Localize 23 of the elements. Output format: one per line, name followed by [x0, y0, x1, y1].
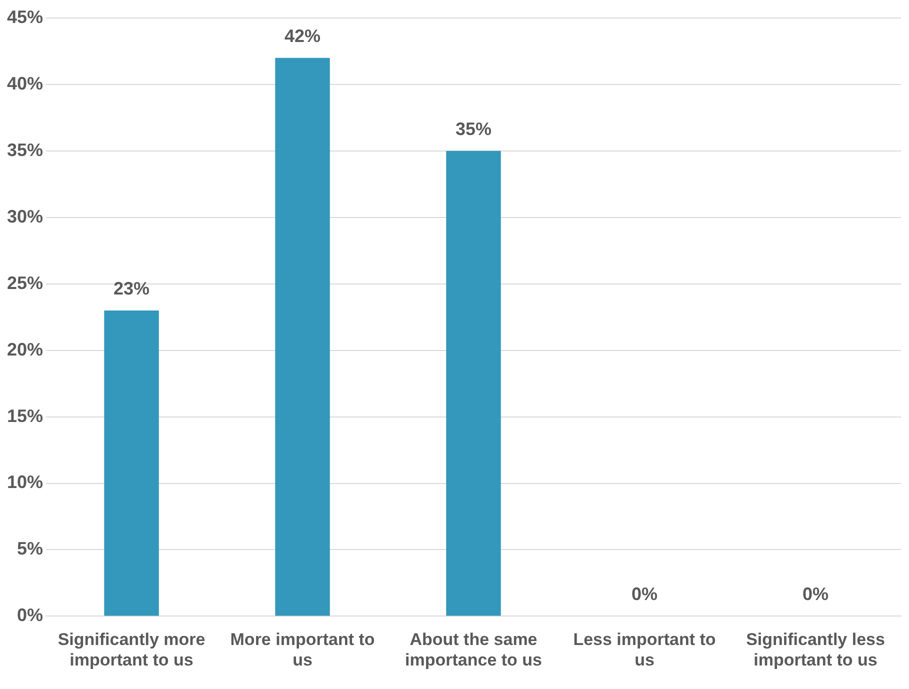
y-tick-label: 30%: [6, 206, 44, 226]
y-tick-label: 45%: [6, 6, 44, 27]
y-tick-label: 20%: [6, 339, 44, 360]
y-tick-label: 35%: [6, 140, 44, 160]
y-tick-label: 25%: [6, 272, 44, 293]
x-tick-label: Significantly more important to us: [58, 630, 206, 670]
x-tick-label: Less important to us: [573, 630, 716, 670]
data-label: 35%: [456, 118, 492, 139]
y-tick-label: 5%: [17, 538, 44, 559]
bar: [275, 58, 330, 616]
data-label: 0%: [802, 584, 829, 604]
y-tick-label: 10%: [6, 472, 44, 492]
bar: [104, 310, 159, 616]
x-tick-label: About the same importance to us: [405, 630, 542, 670]
data-label: 0%: [632, 584, 658, 604]
data-label: 23%: [114, 278, 150, 298]
y-tick-label: 0%: [17, 605, 44, 626]
y-tick-label: 15%: [6, 406, 44, 426]
bar: [446, 150, 501, 616]
x-tick-label: More important to us: [230, 630, 375, 670]
x-tick-label: Significantly less important to us: [746, 630, 885, 670]
data-label: 42%: [284, 26, 321, 46]
y-tick-label: 40%: [6, 73, 44, 94]
